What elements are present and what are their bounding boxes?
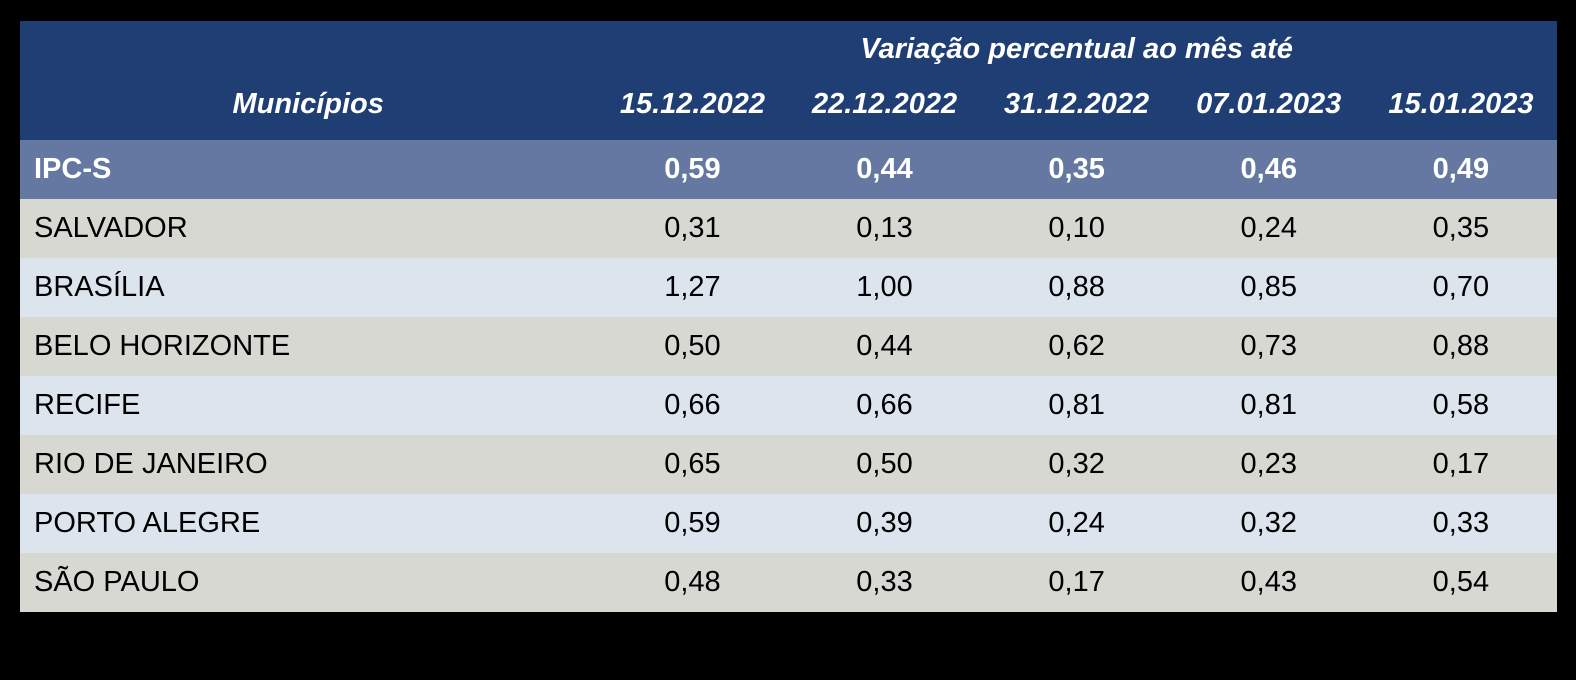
group-header-spacer: [20, 21, 597, 77]
value-cell: 0,66: [788, 376, 981, 435]
value-cell: 0,17: [1364, 435, 1557, 494]
value-cell: 0,50: [788, 435, 981, 494]
value-cell: 0,46: [1172, 140, 1365, 199]
value-cell: 0,17: [980, 553, 1173, 612]
value-cell: 0,24: [980, 494, 1173, 553]
table-row-belo-horizonte: BELO HORIZONTE 0,50 0,44 0,62 0,73 0,88: [20, 317, 1557, 376]
table-row-rio-de-janeiro: RIO DE JANEIRO 0,65 0,50 0,32 0,23 0,17: [20, 435, 1557, 494]
value-cell: 0,24: [1172, 199, 1365, 258]
value-cell: 0,58: [1364, 376, 1557, 435]
value-cell: 0,65: [596, 435, 789, 494]
group-header-row: Variação percentual ao mês até: [20, 21, 1557, 77]
table-header: Variação percentual ao mês até Município…: [20, 21, 1557, 140]
table-row-recife: RECIFE 0,66 0,66 0,81 0,81 0,58: [20, 376, 1557, 435]
value-cell: 1,00: [788, 258, 981, 317]
value-cell: 0,43: [1172, 553, 1365, 612]
value-cell: 0,33: [1364, 494, 1557, 553]
ipc-s-variation-table: Variação percentual ao mês até Município…: [20, 21, 1557, 612]
column-header-date-1: 15.12.2022: [596, 77, 789, 140]
value-cell: 0,73: [1172, 317, 1365, 376]
value-cell: 0,66: [596, 376, 789, 435]
row-label: BELO HORIZONTE: [20, 317, 597, 376]
table-body: IPC-S 0,59 0,44 0,35 0,46 0,49 SALVADOR …: [20, 140, 1557, 612]
value-cell: 0,39: [788, 494, 981, 553]
value-cell: 0,48: [596, 553, 789, 612]
value-cell: 0,70: [1364, 258, 1557, 317]
value-cell: 0,59: [596, 494, 789, 553]
row-label: SÃO PAULO: [20, 553, 597, 612]
row-label: BRASÍLIA: [20, 258, 597, 317]
value-cell: 0,50: [596, 317, 789, 376]
row-label: RIO DE JANEIRO: [20, 435, 597, 494]
value-cell: 0,81: [980, 376, 1173, 435]
column-header-date-3: 31.12.2022: [980, 77, 1173, 140]
value-cell: 0,31: [596, 199, 789, 258]
value-cell: 0,81: [1172, 376, 1365, 435]
value-cell: 0,32: [980, 435, 1173, 494]
value-cell: 0,59: [596, 140, 789, 199]
value-cell: 0,13: [788, 199, 981, 258]
table-row-sao-paulo: SÃO PAULO 0,48 0,33 0,17 0,43 0,54: [20, 553, 1557, 612]
table-row-ipcs: IPC-S 0,59 0,44 0,35 0,46 0,49: [20, 140, 1557, 199]
value-cell: 0,35: [1364, 199, 1557, 258]
table-row-porto-alegre: PORTO ALEGRE 0,59 0,39 0,24 0,32 0,33: [20, 494, 1557, 553]
value-cell: 0,54: [1364, 553, 1557, 612]
value-cell: 0,44: [788, 140, 981, 199]
value-cell: 0,35: [980, 140, 1173, 199]
value-cell: 0,49: [1364, 140, 1557, 199]
column-header-date-2: 22.12.2022: [788, 77, 981, 140]
column-header-date-4: 07.01.2023: [1172, 77, 1365, 140]
value-cell: 1,27: [596, 258, 789, 317]
value-cell: 0,33: [788, 553, 981, 612]
column-header-municipios: Municípios: [20, 77, 597, 140]
table-row-brasilia: BRASÍLIA 1,27 1,00 0,88 0,85 0,70: [20, 258, 1557, 317]
value-cell: 0,85: [1172, 258, 1365, 317]
group-header-title: Variação percentual ao mês até: [596, 21, 1557, 77]
value-cell: 0,23: [1172, 435, 1365, 494]
table-row-salvador: SALVADOR 0,31 0,13 0,10 0,24 0,35: [20, 199, 1557, 258]
row-label: RECIFE: [20, 376, 597, 435]
value-cell: 0,62: [980, 317, 1173, 376]
row-label: SALVADOR: [20, 199, 597, 258]
value-cell: 0,10: [980, 199, 1173, 258]
value-cell: 0,32: [1172, 494, 1365, 553]
value-cell: 0,88: [1364, 317, 1557, 376]
column-header-row: Municípios 15.12.2022 22.12.2022 31.12.2…: [20, 77, 1557, 140]
row-label: PORTO ALEGRE: [20, 494, 597, 553]
value-cell: 0,88: [980, 258, 1173, 317]
column-header-date-5: 15.01.2023: [1364, 77, 1557, 140]
row-label: IPC-S: [20, 140, 597, 199]
value-cell: 0,44: [788, 317, 981, 376]
